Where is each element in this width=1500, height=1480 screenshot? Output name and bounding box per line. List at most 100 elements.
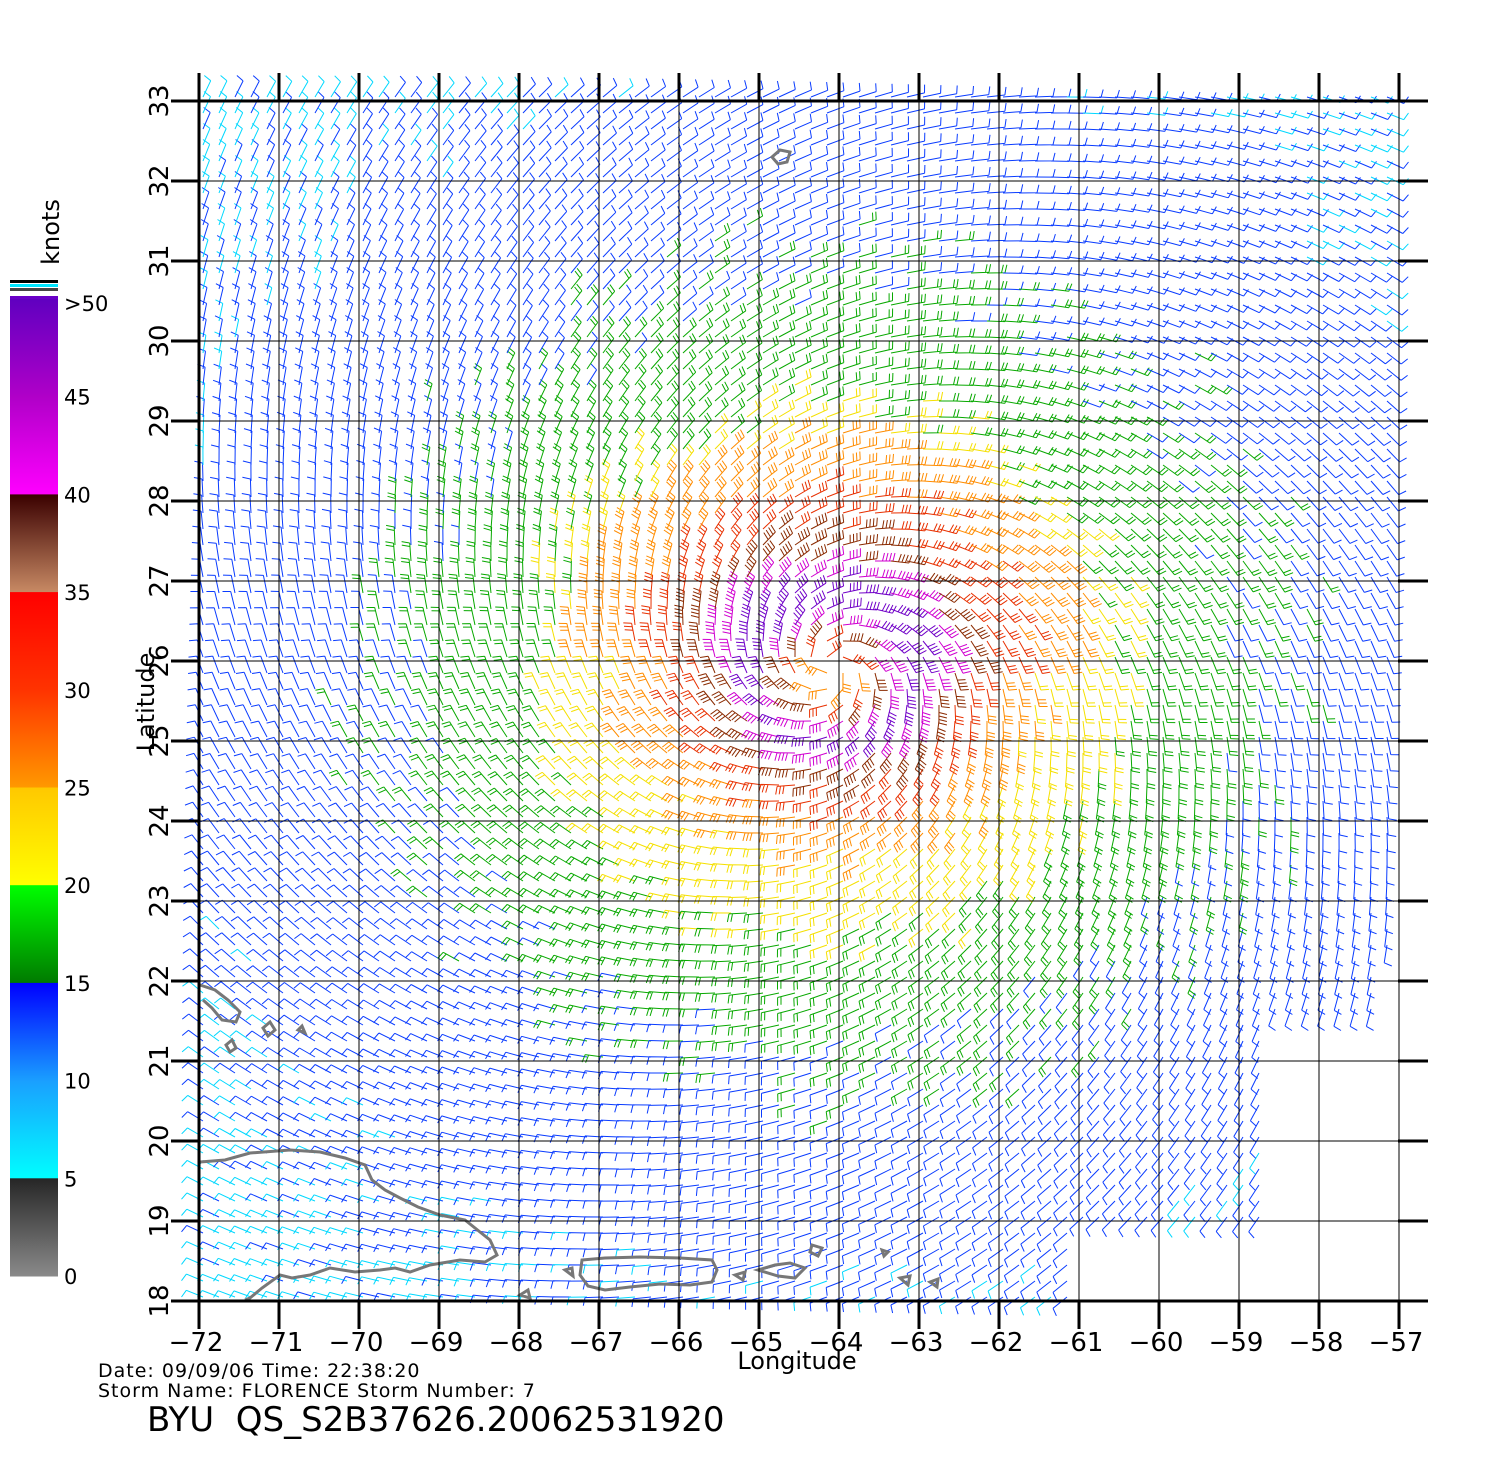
wind-barb: [1240, 864, 1249, 887]
wind-barb: [283, 671, 300, 690]
wind-barb: [1122, 944, 1132, 967]
wind-barb: [629, 791, 652, 802]
wind-barb: [373, 1146, 396, 1155]
wind-barb: [405, 1033, 428, 1042]
wind-barb: [939, 392, 960, 402]
wind-barb: [922, 473, 944, 483]
wind-barb: [842, 532, 861, 546]
wind-barb: [680, 690, 700, 706]
wind-barb: [485, 870, 508, 882]
wind-barb: [825, 992, 844, 1008]
wind-barb: [1053, 1152, 1068, 1173]
wind-barb: [1178, 400, 1201, 411]
wind-barb: [266, 704, 284, 722]
wind-barb: [347, 671, 364, 690]
wind-barb: [1322, 816, 1332, 838]
wind-barb: [858, 567, 879, 578]
wind-barb: [181, 1046, 204, 1058]
wind-barb: [1185, 1088, 1196, 1111]
wind-barb: [405, 1065, 428, 1074]
wind-barb: [469, 1083, 492, 1092]
wind-barb: [568, 459, 578, 482]
wind-barb: [534, 1263, 556, 1273]
wind-barb: [938, 198, 959, 210]
wind-barb: [281, 769, 300, 786]
wind-barb: [234, 720, 252, 738]
wind-barb: [1037, 1088, 1052, 1110]
wind-barb: [1258, 752, 1270, 773]
wind-barb: [1290, 624, 1308, 642]
wind-barb: [762, 240, 780, 258]
wind-barb: [392, 363, 401, 386]
wind-barb: [1354, 656, 1370, 675]
wind-barb: [923, 1168, 940, 1187]
wind-barb: [567, 755, 588, 770]
wind-barb: [908, 912, 924, 933]
wind-barb: [725, 814, 748, 824]
wind-barb: [1002, 704, 1014, 725]
wind-barb: [583, 739, 604, 754]
wind-barb: [1002, 720, 1012, 742]
wind-barb: [991, 912, 1004, 935]
wind-barb: [1002, 527, 1025, 538]
wind-barb: [345, 737, 364, 754]
wind-barb: [926, 864, 940, 886]
wind-barb: [1338, 720, 1352, 740]
wind-barb: [298, 720, 316, 738]
wind-barb: [341, 1162, 364, 1170]
wind-barb: [1082, 656, 1099, 675]
wind-barb: [479, 606, 492, 626]
wind-barb: [793, 1280, 812, 1295]
wind-barb: [987, 1248, 1004, 1268]
wind-barb: [682, 222, 698, 242]
wind-barb: [1194, 400, 1217, 411]
wind-barb: [1242, 432, 1265, 445]
wind-barb: [450, 540, 460, 562]
wind-barb: [938, 541, 961, 552]
wind-barb: [922, 523, 945, 533]
wind-barb: [841, 1248, 860, 1265]
wind-barb: [309, 1161, 332, 1170]
wind-barb: [858, 372, 877, 386]
wind-barb: [826, 638, 842, 658]
wind-barb: [581, 823, 604, 834]
wind-barb: [1194, 512, 1216, 527]
wind-barb: [810, 605, 825, 626]
wind-barb: [711, 1104, 732, 1116]
wind-barb: [533, 1198, 556, 1208]
wind-barb: [679, 1216, 700, 1228]
wind-barb: [1352, 912, 1361, 935]
wind-barb: [761, 1104, 780, 1118]
wind-barb: [293, 1129, 316, 1138]
wind-barb: [891, 944, 908, 963]
wind-barb: [1226, 704, 1240, 723]
wind-barb: [714, 507, 726, 530]
wind-barb: [793, 1200, 812, 1215]
wind-barb: [254, 607, 268, 626]
wind-barb: [1034, 463, 1057, 473]
wind-barb: [663, 1200, 684, 1212]
wind-barb: [1162, 400, 1185, 410]
wind-barb: [859, 848, 876, 867]
wind-barb: [1385, 896, 1394, 919]
wind-barb: [581, 922, 604, 932]
wind-barb: [1053, 1200, 1068, 1221]
wind-barb: [201, 785, 220, 802]
wind-barb: [776, 928, 796, 942]
wind-barb: [634, 672, 652, 690]
wind-barb: [1037, 1104, 1052, 1125]
wind-barb: [566, 1151, 588, 1160]
wind-barb: [453, 935, 476, 946]
wind-barb: [1257, 832, 1267, 854]
wind-barb: [1069, 1184, 1084, 1205]
wind-barb: [586, 172, 601, 194]
wind-barb: [1098, 399, 1121, 409]
wind-barb: [1020, 1248, 1036, 1268]
wind-barb: [316, 655, 332, 674]
wind-barb: [1200, 1168, 1212, 1191]
wind-barb: [325, 1178, 348, 1186]
wind-barb: [634, 300, 648, 322]
wind-barb: [389, 983, 412, 994]
wind-barb: [827, 720, 844, 739]
wind-barb: [986, 576, 1009, 589]
